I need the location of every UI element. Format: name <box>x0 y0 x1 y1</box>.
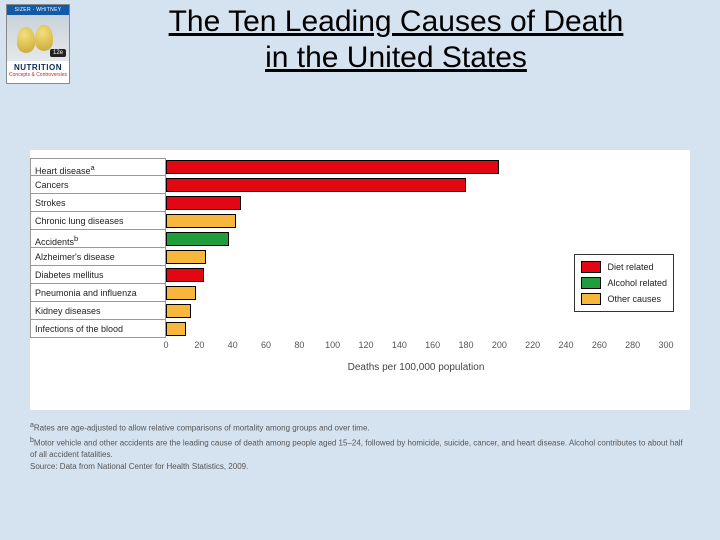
x-axis-title: Deaths per 100,000 population <box>166 362 666 373</box>
x-tick: 60 <box>261 340 271 350</box>
causes-of-death-chart: Heart diseaseaCancersStrokesChronic lung… <box>30 150 690 410</box>
bar <box>166 178 466 192</box>
legend-swatch <box>581 277 601 289</box>
x-tick: 160 <box>425 340 440 350</box>
y-label: Cancers <box>30 176 166 194</box>
bar <box>166 196 241 210</box>
x-tick: 260 <box>592 340 607 350</box>
legend-label: Alcohol related <box>607 278 667 288</box>
y-label: Strokes <box>30 194 166 212</box>
x-tick: 180 <box>458 340 473 350</box>
x-tick: 0 <box>163 340 168 350</box>
footnote-a: aRates are age-adjusted to allow relativ… <box>30 420 690 435</box>
bar-row <box>166 212 666 230</box>
book-subtitle: Concepts & Controversies <box>7 72 69 78</box>
y-label: Chronic lung diseases <box>30 212 166 230</box>
y-label: Alzheimer's disease <box>30 248 166 266</box>
book-edition-badge: 12e <box>50 49 66 57</box>
title-line-2: in the United States <box>265 41 527 74</box>
chart-legend: Diet related Alcohol related Other causes <box>574 254 674 312</box>
x-tick: 280 <box>625 340 640 350</box>
legend-item: Diet related <box>581 259 667 275</box>
textbook-cover-thumb: SIZER · WHITNEY 12e NUTRITION Concepts &… <box>6 4 70 84</box>
bar <box>166 232 229 246</box>
bar <box>166 304 191 318</box>
x-tick: 220 <box>525 340 540 350</box>
slide-title: The Ten Leading Causes of Death in the U… <box>80 4 712 76</box>
bar <box>166 286 196 300</box>
y-label: Infections of the blood <box>30 320 166 338</box>
bar-row <box>166 194 666 212</box>
x-tick: 300 <box>658 340 673 350</box>
bar <box>166 268 204 282</box>
legend-label: Other causes <box>607 294 661 304</box>
y-label: Pneumonia and influenza <box>30 284 166 302</box>
x-tick: 240 <box>558 340 573 350</box>
bar <box>166 160 499 174</box>
title-line-1: The Ten Leading Causes of Death <box>169 5 624 38</box>
legend-swatch <box>581 293 601 305</box>
legend-item: Other causes <box>581 291 667 307</box>
book-title: NUTRITION <box>7 63 69 72</box>
x-tick: 80 <box>294 340 304 350</box>
bar <box>166 214 236 228</box>
x-tick: 100 <box>325 340 340 350</box>
legend-item: Alcohol related <box>581 275 667 291</box>
y-label: Heart diseasea <box>30 158 166 176</box>
x-tick: 120 <box>358 340 373 350</box>
bar <box>166 250 206 264</box>
legend-swatch <box>581 261 601 273</box>
bar-row <box>166 176 666 194</box>
footnote-source: Source: Data from National Center for He… <box>30 461 690 473</box>
x-tick: 140 <box>392 340 407 350</box>
x-tick: 40 <box>228 340 238 350</box>
book-authors: SIZER · WHITNEY <box>7 5 69 15</box>
bar-row <box>166 230 666 248</box>
bar-row <box>166 158 666 176</box>
footnote-b: bMotor vehicle and other accidents are t… <box>30 435 690 462</box>
y-label: Diabetes mellitus <box>30 266 166 284</box>
y-label: Accidentsb <box>30 230 166 248</box>
slide: SIZER · WHITNEY 12e NUTRITION Concepts &… <box>0 0 720 540</box>
y-axis-labels: Heart diseaseaCancersStrokesChronic lung… <box>30 158 166 338</box>
bar <box>166 322 186 336</box>
y-label: Kidney diseases <box>30 302 166 320</box>
footnotes: aRates are age-adjusted to allow relativ… <box>30 420 690 473</box>
x-tick: 20 <box>194 340 204 350</box>
bar-row <box>166 320 666 338</box>
legend-label: Diet related <box>607 262 653 272</box>
x-tick: 200 <box>492 340 507 350</box>
